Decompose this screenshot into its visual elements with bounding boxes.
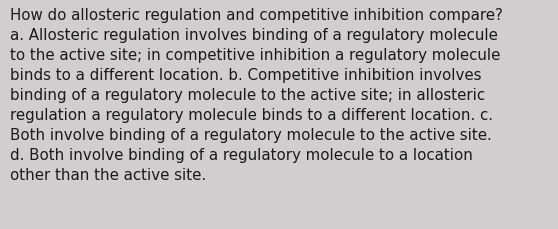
Text: How do allosteric regulation and competitive inhibition compare?
a. Allosteric r: How do allosteric regulation and competi… (10, 8, 503, 183)
